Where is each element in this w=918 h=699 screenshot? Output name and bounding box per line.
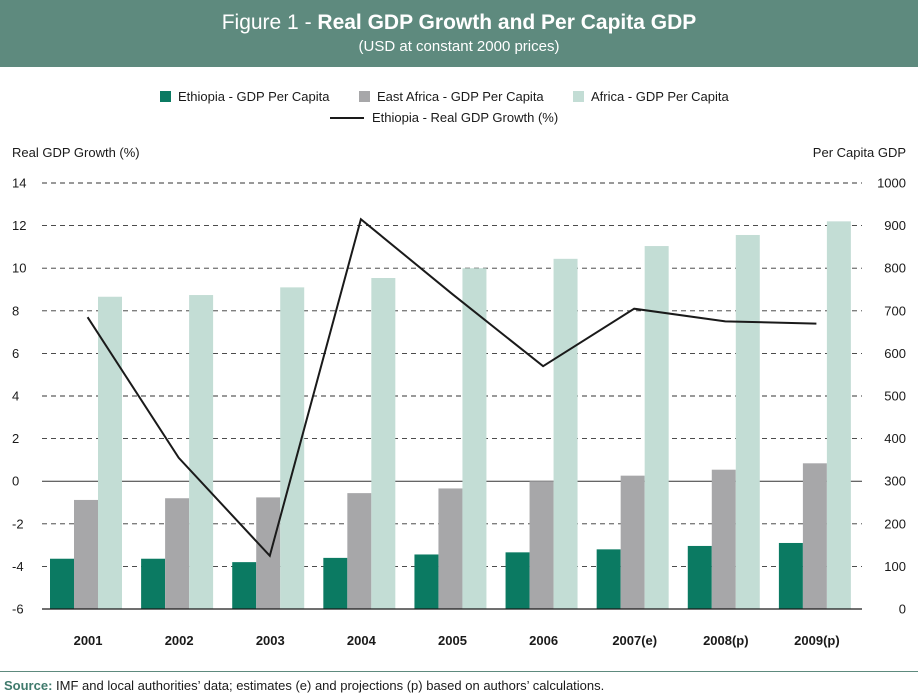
chart-header: Figure 1 - Real GDP Growth and Per Capit… (0, 0, 918, 67)
bar-africa (371, 277, 396, 609)
bar-east-africa (438, 488, 463, 609)
y-tick-right: 800 (884, 261, 906, 276)
y-tick-right: 900 (884, 218, 906, 233)
x-tick-label: 2004 (347, 633, 377, 648)
y-tick-right: 200 (884, 516, 906, 531)
y-tick-right: 500 (884, 389, 906, 404)
legend-item-ethiopia-pc: Ethiopia - GDP Per Capita (160, 89, 330, 104)
bar-africa (553, 258, 578, 609)
y-tick-right: 0 (899, 602, 906, 617)
bar-africa (826, 221, 851, 609)
bar-ethiopia (232, 562, 257, 609)
left-axis-title: Real GDP Growth (%) (12, 145, 140, 160)
x-tick-label: 2002 (165, 633, 194, 648)
legend-label-ethiopia-growth: Ethiopia - Real GDP Growth (%) (372, 110, 559, 125)
bar-ethiopia (50, 558, 74, 609)
y-tick-left: 2 (12, 431, 19, 446)
bar-africa (280, 287, 305, 609)
bar-east-africa (711, 469, 736, 609)
y-tick-left: -4 (12, 559, 24, 574)
title-prefix: Figure 1 - (221, 11, 318, 34)
legend-item-ethiopia-growth: Ethiopia - Real GDP Growth (%) (330, 110, 558, 125)
x-tick-label: 2008(p) (703, 633, 749, 648)
chart-subtitle: (USD at constant 2000 prices) (358, 38, 560, 55)
legend-label-ethiopia-pc: Ethiopia - GDP Per Capita (178, 89, 330, 104)
y-tick-left: -2 (12, 516, 24, 531)
y-tick-right: 600 (884, 346, 906, 361)
bar-ethiopia (414, 554, 439, 609)
bar-africa (735, 234, 760, 610)
bar-ethiopia (778, 542, 803, 609)
legend-swatch-ethiopia (160, 91, 171, 102)
x-tick-label: 2005 (438, 633, 467, 648)
y-tick-left: -6 (12, 602, 24, 617)
bar-ethiopia (505, 552, 530, 609)
y-tick-left: 6 (12, 346, 19, 361)
y-tick-left: 4 (12, 389, 19, 404)
bar-east-africa (802, 463, 827, 609)
bar-africa (462, 268, 487, 609)
y-tick-left: 10 (12, 261, 26, 276)
bar-east-africa (74, 499, 98, 609)
legend-label-east-africa-pc: East Africa - GDP Per Capita (377, 89, 544, 104)
legend-swatch-east-africa (359, 91, 370, 102)
y-tick-right: 1000 (877, 176, 906, 191)
title-bold: Real GDP Growth and Per Capita GDP (317, 11, 697, 34)
x-tick-label: 2001 (74, 633, 103, 648)
bar-africa (98, 296, 122, 609)
y-tick-right: 100 (884, 559, 906, 574)
bar-africa (189, 295, 214, 609)
x-tick-label: 2007(e) (612, 633, 657, 648)
legend-item-east-africa-pc: East Africa - GDP Per Capita (359, 89, 544, 104)
bar-east-africa (620, 475, 645, 609)
legend-line-ethiopia-growth (330, 116, 364, 119)
bar-ethiopia (596, 549, 621, 609)
y-tick-left: 14 (12, 176, 26, 191)
bar-ethiopia (687, 545, 712, 609)
y-tick-right: 400 (884, 431, 906, 446)
source-text: IMF and local authorities’ data; estimat… (56, 678, 605, 693)
y-tick-left: 8 (12, 303, 19, 318)
y-tick-left: 0 (12, 474, 19, 489)
x-tick-label: 2009(p) (794, 633, 840, 648)
bar-ethiopia (323, 557, 348, 609)
legend-label-africa-pc: Africa - GDP Per Capita (591, 89, 729, 104)
legend-swatch-africa (573, 91, 584, 102)
legend-item-africa-pc: Africa - GDP Per Capita (573, 89, 729, 104)
source-label: Source: (4, 678, 53, 693)
y-tick-left: 12 (12, 218, 26, 233)
chart-title: Figure 1 - Real GDP Growth and Per Capit… (0, 11, 918, 35)
bar-ethiopia (141, 558, 166, 609)
series-line-ethiopia-growth (86, 217, 817, 558)
x-tick-label: 2003 (256, 633, 285, 648)
right-axis-title: Per Capita GDP (812, 145, 906, 160)
bar-east-africa (347, 493, 372, 609)
y-tick-right: 300 (884, 474, 906, 489)
y-tick-right: 700 (884, 303, 906, 318)
bar-east-africa (165, 498, 190, 609)
bar-east-africa (529, 481, 554, 609)
source-note: Source: IMF and local authorities’ data;… (0, 671, 918, 693)
x-tick-label: 2006 (529, 633, 558, 648)
bar-africa (644, 246, 669, 609)
